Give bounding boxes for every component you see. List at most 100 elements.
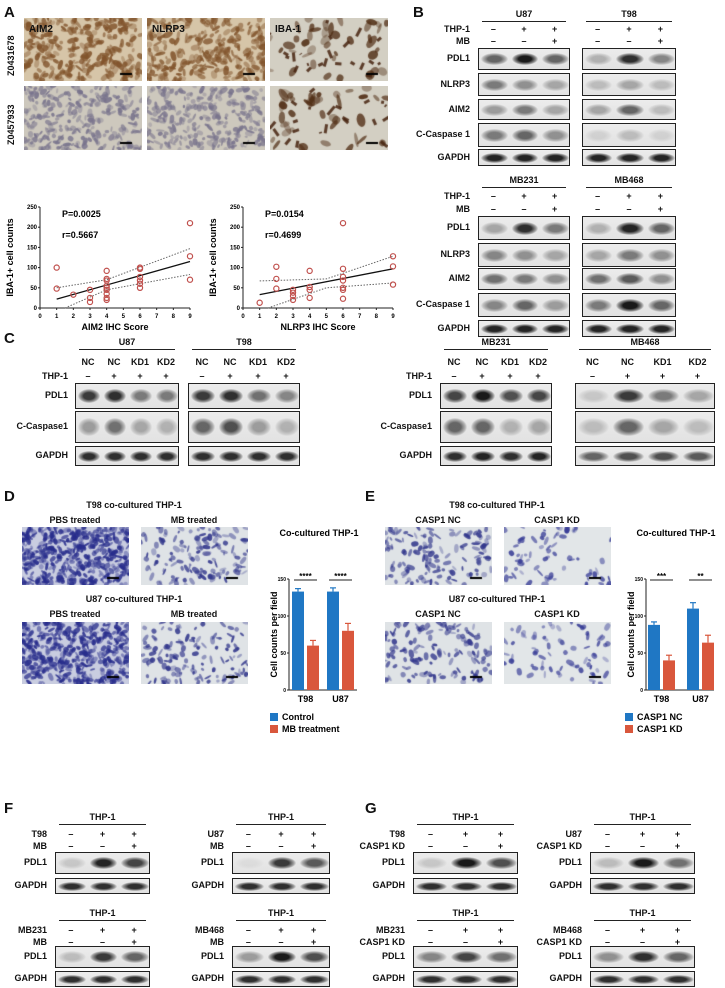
confidence-band [267, 282, 394, 309]
blot-header: MB231 [509, 175, 539, 185]
data-point [86, 294, 94, 302]
protein-band [155, 389, 178, 404]
micrograph-e [504, 527, 611, 585]
protein-band [416, 951, 447, 964]
x-tick-label: 6 [341, 314, 345, 320]
blot-strip-nlrp3 [478, 73, 570, 96]
data-point [86, 286, 94, 294]
x-axis-label: AIM2 IHC Score [81, 322, 148, 332]
data-point [86, 298, 94, 306]
data-point [306, 286, 313, 294]
lane-condition: NC [195, 357, 209, 367]
protein-band [234, 857, 264, 870]
lane-condition: KD1 [130, 357, 150, 367]
band-label-gapdh: GAPDH [14, 973, 47, 983]
significance-stars: *** [657, 572, 667, 581]
ihc-image-iba-1-2 [270, 86, 388, 150]
protein-band [57, 951, 86, 964]
band-label-pdl1: PDL1 [44, 390, 68, 400]
blot-header: T98 [236, 337, 252, 347]
lane-condition: + [552, 24, 558, 34]
data-point [186, 276, 194, 283]
header-underline [444, 349, 548, 350]
condition-row-label: MB [210, 841, 224, 851]
lane-condition: NC [107, 357, 121, 367]
bar-u87-1 [342, 630, 354, 690]
protein-band [578, 451, 609, 462]
lane-condition: – [490, 191, 496, 201]
condition-row-label: THP-1 [405, 371, 432, 381]
lane-condition: – [199, 371, 205, 381]
protein-band [584, 78, 613, 92]
protein-band [77, 389, 101, 404]
lane-condition: + [311, 937, 317, 947]
protein-band [511, 273, 539, 286]
lane-condition: – [99, 937, 106, 947]
lane-condition: NC [621, 357, 634, 367]
protein-band [511, 153, 539, 163]
protein-band [480, 78, 508, 92]
data-point [289, 289, 297, 296]
protein-band [300, 882, 329, 891]
condition-label: PBS treated [49, 609, 101, 619]
band-label-gapdh: GAPDH [191, 973, 224, 983]
x-tick-label: 5 [122, 314, 126, 320]
lane-condition: – [427, 841, 434, 851]
protein-band [647, 273, 675, 286]
protein-band [584, 221, 613, 235]
protein-band [480, 153, 508, 163]
lane-condition: + [131, 925, 137, 935]
blot-strip-gapdh [582, 320, 676, 337]
protein-band [578, 389, 609, 404]
protein-band [593, 951, 624, 964]
header-underline [594, 920, 691, 921]
protein-band [267, 951, 297, 964]
condition-label: CASP1 KD [534, 515, 580, 525]
blot-strip-pdl1 [582, 48, 676, 70]
protein-band [647, 104, 675, 116]
data-point [136, 273, 144, 281]
data-point [306, 294, 313, 302]
data-point [273, 275, 280, 283]
lane-condition: KD2 [156, 357, 176, 367]
x-tick-label: 5 [325, 314, 329, 320]
lane-condition: – [99, 841, 106, 851]
legend-swatch [625, 713, 633, 721]
lane-condition: + [479, 371, 485, 381]
lane-condition: – [68, 829, 74, 839]
protein-band [57, 975, 86, 984]
panel-label-c: C [4, 330, 15, 347]
condition-row-label: MB [456, 36, 470, 46]
panel-label-f: F [4, 800, 14, 817]
bar-t98-0 [648, 624, 660, 690]
blot-header: THP-1 [452, 908, 479, 918]
protein-band [647, 128, 675, 142]
protein-band [616, 298, 644, 312]
data-point [136, 280, 144, 287]
panel-label-g: G [365, 800, 377, 817]
protein-band [480, 104, 508, 116]
protein-band [103, 418, 127, 436]
protein-band [129, 389, 153, 404]
blot-header: THP-1 [452, 812, 479, 822]
blot-strip-pdl1 [75, 383, 179, 409]
data-point [273, 263, 280, 270]
lane-condition: – [595, 24, 601, 34]
protein-band [511, 53, 539, 66]
blot-strip-pdl1 [478, 48, 570, 70]
lane-condition: + [674, 937, 681, 947]
category-label: U87 [332, 694, 349, 704]
protein-band [526, 389, 551, 404]
protein-band [274, 451, 299, 462]
lane-condition: – [68, 841, 74, 851]
lane-condition: – [462, 841, 469, 851]
y-tick-label: 150 [635, 577, 644, 583]
blot-strip-gapdh [75, 446, 179, 466]
x-tick-label: 9 [188, 314, 192, 320]
protein-band [451, 857, 482, 870]
protein-band [190, 451, 216, 462]
lane-condition: + [521, 24, 527, 34]
header-underline [586, 187, 672, 188]
blot-strip-pdl1 [478, 216, 570, 240]
data-point [289, 292, 297, 300]
